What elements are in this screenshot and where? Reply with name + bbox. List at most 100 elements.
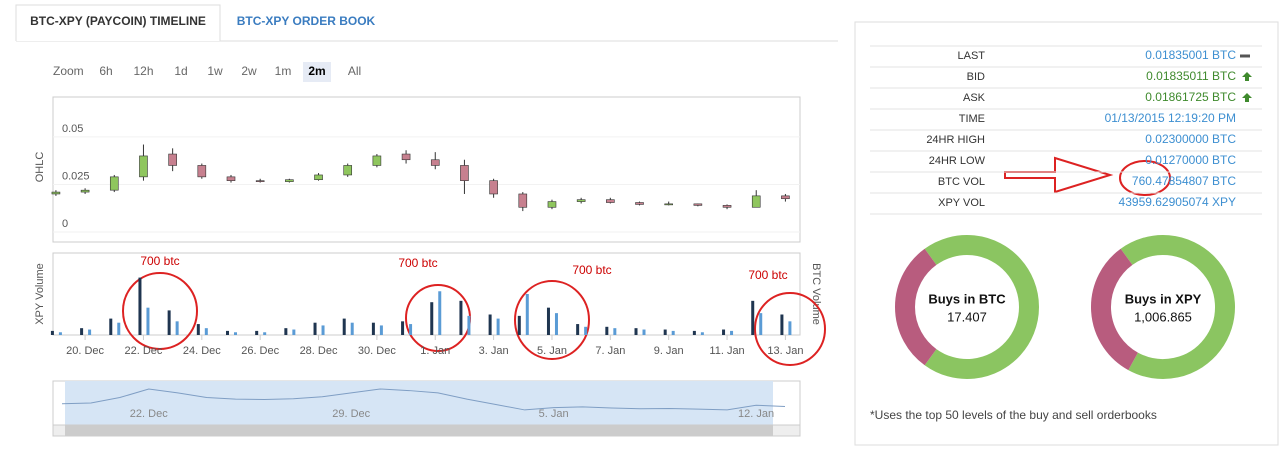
volume-bar [58,332,62,335]
volume-bar [488,314,492,335]
donut-buy [1120,235,1235,379]
annotation: 700 btc [398,256,437,270]
navigator-selection[interactable] [65,381,773,425]
zoom-button[interactable]: 6h [99,64,112,78]
candle-body [781,195,790,200]
volume-bar [146,307,150,335]
volume-bar [788,321,792,335]
volume-bar [233,332,237,335]
volume-bar [525,294,529,335]
zoom-button[interactable]: All [348,64,361,78]
annotation: 700 btc [748,268,787,282]
volume-bar [692,330,696,335]
x-tick-label: 22. Dec [124,345,162,357]
stat-label: LAST [957,50,985,62]
volume-bar [722,329,726,335]
red-circle [1119,160,1171,196]
x-tick-label: 1. Jan [420,345,450,357]
x-tick-label: 26. Dec [241,345,279,357]
x-tick-label: 13. Jan [767,345,803,357]
y-tick-label: 0 [62,218,68,230]
zoom-button[interactable]: 2w [241,64,257,78]
navigator-label: 12. Jan [738,408,774,420]
volume-bar [175,321,179,335]
volume-bar [438,291,442,335]
volume-bar [167,310,171,335]
x-tick-label: 20. Dec [66,345,104,357]
volume-bar [546,307,550,335]
candle-body [401,153,411,161]
annotation: 700 btc [572,263,611,277]
candle-body [664,203,673,206]
candle-body [751,195,761,208]
zoom-button[interactable]: 2m [308,64,325,78]
candle-body [547,201,557,208]
zoom-label: Zoom [53,64,84,78]
volume-bar [350,322,354,335]
volume-bar [430,302,434,335]
volume-bar [292,329,296,335]
stat-value: 0.01835011 BTC [1146,69,1236,83]
navigator-label: 29. Dec [332,408,370,420]
navigator-label: 5. Jan [539,408,569,420]
donut-sell [895,248,937,366]
candle-body [168,153,177,166]
candle-body [635,202,644,205]
stat-label: XPY VOL [938,197,985,209]
volume-bar [730,330,734,335]
trend-up [1242,93,1252,102]
scrollbar-thumb[interactable] [65,425,773,436]
zoom-button[interactable]: 12h [133,64,153,78]
candle-body [80,189,90,193]
donut-value: 1,006.865 [1134,309,1192,324]
candle-body [693,203,703,206]
axis-label: XPY Volume [34,263,46,325]
candle-body [109,176,119,191]
donut-value: 17.407 [947,309,987,324]
volume-bar [700,332,704,335]
tab[interactable]: BTC-XPY ORDER BOOK [237,14,376,28]
stats-panel [854,21,1279,446]
stat-label: BID [967,71,985,83]
footnote: *Uses the top 50 levels of the buy and s… [870,408,1157,422]
candle-body [372,155,382,166]
x-tick-label: 24. Dec [183,345,221,357]
zoom-button[interactable]: 1d [174,64,187,78]
volume-bar [196,324,200,335]
volume-bar [605,326,609,335]
x-tick-label: 11. Jan [709,345,744,357]
candle-body [226,176,236,181]
y-tick-label: 0.05 [62,123,83,135]
volume-bar [496,318,500,335]
tab[interactable]: BTC-XPY (PAYCOIN) TIMELINE [30,14,206,28]
volume-bar [671,330,675,335]
navigator-label: 22. Dec [130,408,168,420]
stat-value: 0.01861725 BTC [1145,90,1236,104]
donut-sell [1091,248,1139,371]
volume-bar [138,277,142,335]
candle-body [197,165,207,178]
stat-value: 01/13/2015 12:19:20 PM [1105,111,1236,125]
x-tick-label: 7. Jan [595,345,625,357]
volume-bar [663,329,667,335]
stat-label: 24HR HIGH [926,134,985,146]
x-tick-label: 5. Jan [537,345,567,357]
volume-bar [255,330,259,335]
zoom-button[interactable]: 1m [275,64,292,78]
x-tick-label: 3. Jan [479,345,509,357]
volume-bar [284,328,288,335]
volume-bar [342,318,346,335]
zoom-button[interactable]: 1w [207,64,223,78]
x-tick-label: 28. Dec [300,345,338,357]
active-tab[interactable] [15,4,221,41]
x-tick-label: 9. Jan [654,345,684,357]
donut-title: Buys in BTC [928,291,1006,306]
volume-bar [409,324,413,335]
volume-bar [459,300,463,335]
volume-bar [467,315,471,335]
volume-bar [88,329,92,335]
annotation: 700 btc [140,254,179,268]
trend-up [1242,72,1252,81]
volume-bar [50,330,54,335]
